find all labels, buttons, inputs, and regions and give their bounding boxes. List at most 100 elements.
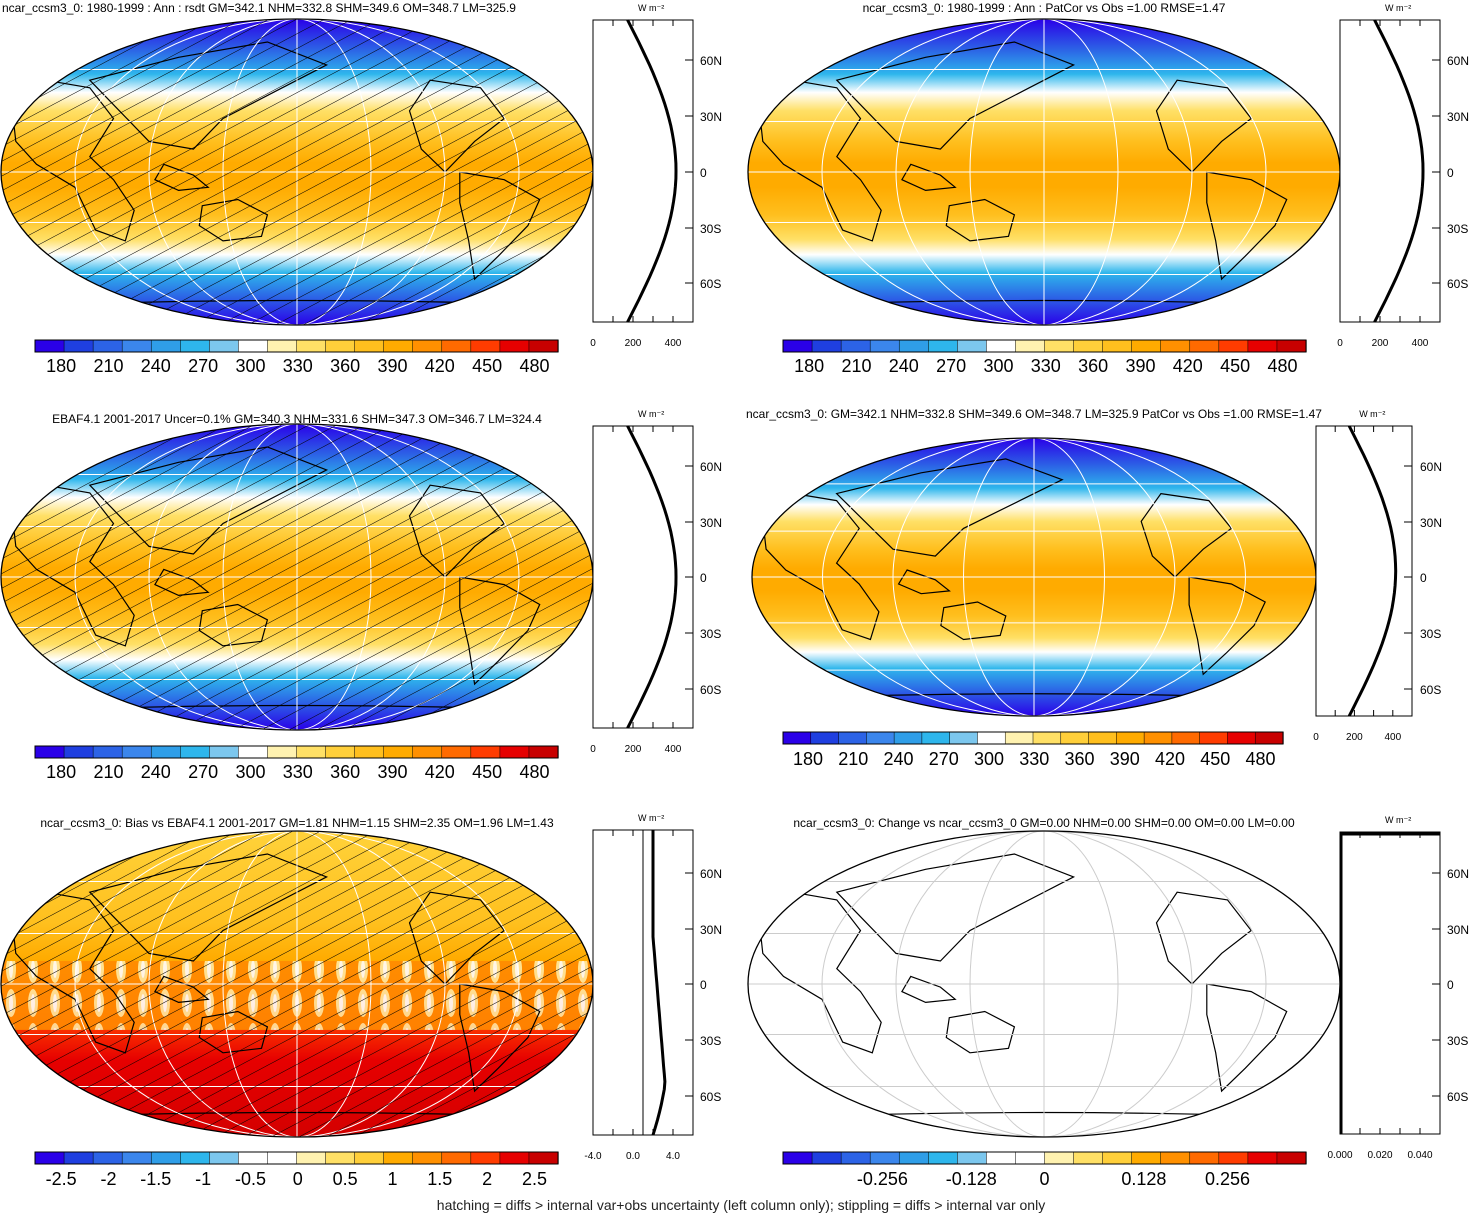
colorbar-swatch: [238, 1151, 269, 1165]
colorbar-swatch: [92, 339, 123, 353]
colorbar-swatch: [150, 339, 181, 353]
colorbar-swatch: [1160, 1151, 1191, 1165]
panel-title: ncar_ccsm3_0: GM=342.1 NHM=332.8 SHM=349…: [746, 407, 1322, 421]
colorbar: 180 210 240 270 300 330 360 390 420 450 480: [34, 745, 559, 782]
graticule-lon: [969, 19, 1119, 325]
colorbar-swatch: [470, 745, 501, 759]
colorbar-label: 480: [519, 762, 549, 782]
colorbar-swatch: [811, 1151, 842, 1165]
hatching: [1, 19, 593, 325]
colorbar-label: 270: [929, 749, 959, 769]
lat-tick-label: 60S: [1447, 1090, 1468, 1104]
profile-curve: [1339, 832, 1440, 1134]
lat-tick-label: 0: [700, 166, 707, 180]
colorbar-swatch: [354, 745, 385, 759]
colorbar-swatch: [1227, 731, 1256, 745]
colorbar-label: 210: [838, 749, 868, 769]
colorbar-label: 420: [425, 762, 455, 782]
coastline: [945, 1010, 1016, 1054]
colorbar-swatch: [1247, 1151, 1278, 1165]
profile-unit-label: W m⁻²: [638, 409, 664, 419]
world-map: [0, 18, 594, 326]
colorbar-swatch: [441, 745, 472, 759]
coastline: [1155, 79, 1253, 173]
colorbar-label: 360: [1078, 356, 1108, 376]
lat-tick-label: 30N: [700, 923, 722, 937]
panel-p4: ncar_ccsm3_0: GM=342.1 NHM=332.8 SHM=349…: [746, 407, 1442, 769]
colorbar-swatch: [209, 339, 240, 353]
lat-tick-label: 30S: [700, 627, 721, 641]
world-map: [0, 423, 594, 731]
colorbar-label: 390: [1110, 749, 1140, 769]
profile-xtick-label: 400: [1384, 732, 1401, 743]
colorbar-label: 300: [983, 356, 1013, 376]
profile-frame: [1315, 425, 1413, 717]
panel-p5: ncar_ccsm3_0: Bias vs EBAF4.1 2001-2017 …: [0, 813, 722, 1189]
colorbar: 180 210 240 270 300 330 360 390 420 450 480: [782, 731, 1284, 769]
colorbar-swatch: [121, 1151, 152, 1165]
profile-curve: [626, 19, 678, 323]
panel-p1: ncar_ccsm3_0: 1980-1999 : Ann : rsdt GM=…: [0, 1, 722, 376]
profile-xtick-label: 200: [625, 744, 642, 755]
panel-p3: EBAF4.1 2001-2017 Uncer=0.1% GM=340.3 NH…: [0, 409, 722, 782]
colorbar-swatch: [150, 1151, 181, 1165]
colorbar-label: 0.256: [1205, 1169, 1250, 1189]
colorbar-swatch: [1189, 339, 1220, 353]
colorbar-label: 360: [330, 356, 360, 376]
lat-tick-label: 30S: [1447, 222, 1468, 236]
colorbar: -0.256 -0.128 0 0.128 0.256: [782, 1151, 1307, 1189]
colorbar-swatch: [866, 731, 895, 745]
coastline: [756, 79, 882, 242]
colorbar-swatch: [412, 339, 443, 353]
coastline: [945, 198, 1016, 242]
coastline: [756, 891, 882, 1054]
colorbar: 180 210 240 270 300 330 360 390 420 450 480: [782, 339, 1307, 376]
colorbar-swatch: [957, 339, 988, 353]
coastline: [1206, 171, 1288, 281]
colorbar-swatch: [928, 339, 958, 353]
colorbar-label: 180: [46, 762, 76, 782]
colorbar-swatch: [898, 339, 929, 353]
colorbar-label: 2.5: [522, 1169, 547, 1189]
graticule-lon: [895, 19, 1193, 325]
colorbar-swatch: [528, 339, 559, 353]
colorbar-label: 330: [283, 356, 313, 376]
colorbar-label: 390: [377, 762, 407, 782]
colorbar-label: 240: [141, 356, 171, 376]
lat-tick-label: 30S: [700, 1034, 721, 1048]
lat-tick-label: 60N: [1447, 867, 1469, 881]
colorbar-swatch: [869, 1151, 900, 1165]
profile-unit-label: W m⁻²: [1385, 815, 1411, 825]
colorbar-swatch: [267, 1151, 298, 1165]
colorbar-swatch: [383, 745, 414, 759]
colorbar-label: 420: [1155, 749, 1185, 769]
colorbar-label: -0.5: [235, 1169, 266, 1189]
colorbar-label: -2: [100, 1169, 116, 1189]
lat-tick-label: 30S: [700, 222, 721, 236]
colorbar-swatch: [92, 745, 123, 759]
colorbar-label: 240: [141, 762, 171, 782]
lat-tick-label: 0: [700, 978, 707, 992]
colorbar-swatch: [180, 745, 210, 759]
colorbar-frame: [782, 339, 1307, 353]
colorbar-swatch: [441, 1151, 472, 1165]
profile-curve: [651, 830, 667, 1136]
profile-xtick-label: 0.0: [626, 1151, 640, 1162]
colorbar-swatch: [977, 731, 1006, 745]
colorbar-label: 450: [472, 762, 502, 782]
coastline: [1155, 891, 1253, 985]
profile-xtick-label: 0: [590, 338, 596, 349]
profile-frame: [592, 19, 694, 323]
lat-tick-label: 60N: [700, 54, 722, 68]
coastline: [1188, 576, 1266, 676]
colorbar-swatch: [1131, 339, 1162, 353]
profile-frame: [1339, 19, 1441, 323]
zonal-profile: W m⁻² 0 200 400 60N 30N 0 30S 60S: [1337, 3, 1469, 349]
colorbar-label: 420: [1173, 356, 1203, 376]
colorbar-swatch: [782, 339, 813, 353]
graticule-lon: [821, 831, 1267, 1137]
colorbar-swatch: [63, 745, 94, 759]
colorbar-label: 0.128: [1121, 1169, 1166, 1189]
colorbar-label: 0: [293, 1169, 303, 1189]
colorbar-label: -0.128: [946, 1169, 997, 1189]
